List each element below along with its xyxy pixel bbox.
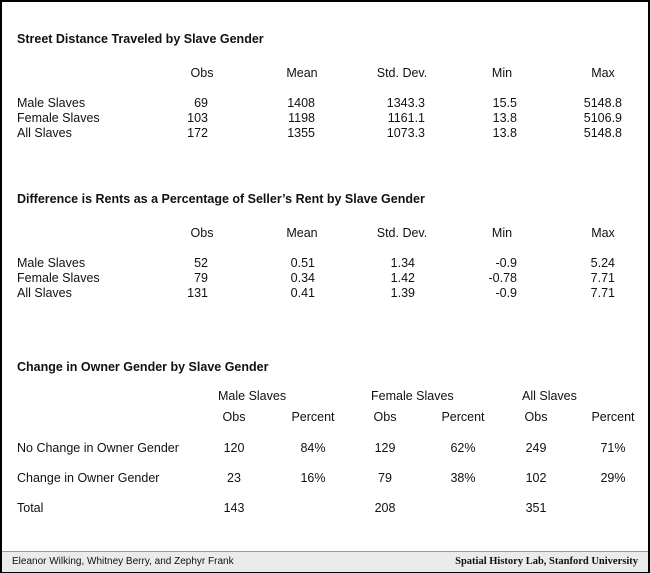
s1-header-max: Max xyxy=(591,66,615,80)
s1-row-label: Male Slaves xyxy=(17,96,86,110)
s1-cell: 13.8 xyxy=(492,126,517,140)
s3-cell: 38% xyxy=(450,471,476,485)
s3-row-label: Change in Owner Gender xyxy=(17,471,160,485)
section3-title: Change in Owner Gender by Slave Gender xyxy=(17,360,269,374)
s1-cell: 15.5 xyxy=(492,96,517,110)
s2-row-label: All Slaves xyxy=(17,286,72,300)
s2-row-label: Female Slaves xyxy=(17,271,100,285)
s2-cell: 7.71 xyxy=(590,271,615,285)
s1-row-label: All Slaves xyxy=(17,126,72,140)
s2-header-max: Max xyxy=(591,226,615,240)
s1-cell: 5106.9 xyxy=(583,111,622,125)
s1-row-label: Female Slaves xyxy=(17,111,100,125)
section1-title: Street Distance Traveled by Slave Gender xyxy=(17,32,264,46)
s3-cell: 102 xyxy=(525,471,547,485)
s2-cell: 1.34 xyxy=(390,256,415,270)
s3-subheader: Percent xyxy=(591,410,635,424)
s3-cell: 84% xyxy=(300,441,326,455)
s2-header-mean: Mean xyxy=(286,226,318,240)
s1-header-mean: Mean xyxy=(286,66,318,80)
s3-cell: 129 xyxy=(374,441,396,455)
s1-cell: 5148.8 xyxy=(583,96,622,110)
s1-cell: 69 xyxy=(194,96,208,110)
s3-group-male: Male Slaves xyxy=(218,389,287,403)
s3-cell: 351 xyxy=(525,501,547,515)
s1-cell: 1355 xyxy=(287,126,315,140)
s3-group-all: All Slaves xyxy=(522,389,577,403)
s1-cell: 1073.3 xyxy=(386,126,425,140)
footer-bar: Eleanor Wilking, Whitney Berry, and Zeph… xyxy=(2,551,648,572)
s3-cell: 71% xyxy=(600,441,626,455)
section2-title: Difference is Rents as a Percentage of S… xyxy=(17,192,425,206)
s3-subheader: Percent xyxy=(291,410,335,424)
s1-cell: 103 xyxy=(187,111,208,125)
s2-header-min: Min xyxy=(491,226,513,240)
s2-cell: -0.9 xyxy=(495,286,517,300)
s3-cell: 62% xyxy=(450,441,476,455)
s1-cell: 5148.8 xyxy=(583,126,622,140)
s1-cell: 1161.1 xyxy=(387,111,425,125)
s1-header-obs: Obs xyxy=(190,66,214,80)
s1-header-min: Min xyxy=(491,66,513,80)
s3-subheader: Obs xyxy=(524,410,548,424)
s3-cell: 29% xyxy=(600,471,626,485)
s3-subheader: Percent xyxy=(441,410,485,424)
s3-cell: 16% xyxy=(300,471,326,485)
s2-cell: 7.71 xyxy=(590,286,615,300)
s2-cell: 0.34 xyxy=(290,271,315,285)
s1-cell: 1198 xyxy=(288,111,315,125)
s3-cell: 79 xyxy=(378,471,392,485)
s2-cell: -0.9 xyxy=(495,256,517,270)
s2-header-obs: Obs xyxy=(190,226,214,240)
s2-cell: 131 xyxy=(187,286,208,300)
s3-cell: 143 xyxy=(223,501,245,515)
s3-row-label: Total xyxy=(17,501,44,515)
s3-cell: 249 xyxy=(525,441,547,455)
s1-cell: 1408 xyxy=(287,96,315,110)
s2-cell: -0.78 xyxy=(488,271,518,285)
s2-header-std: Std. Dev. xyxy=(376,226,428,240)
s2-cell: 0.51 xyxy=(290,256,315,270)
s3-subheader: Obs xyxy=(222,410,246,424)
s2-cell: 1.39 xyxy=(390,286,415,300)
s1-header-std: Std. Dev. xyxy=(376,66,428,80)
s3-cell: 23 xyxy=(227,471,241,485)
s2-row-label: Male Slaves xyxy=(17,256,86,270)
s1-cell: 1343.3 xyxy=(386,96,425,110)
s1-cell: 13.8 xyxy=(492,111,517,125)
s3-row-label: No Change in Owner Gender xyxy=(17,441,179,455)
s2-cell: 5.24 xyxy=(590,256,615,270)
s2-cell: 79 xyxy=(194,271,208,285)
footer-lab: Spatial History Lab, Stanford University xyxy=(455,556,638,567)
footer-authors: Eleanor Wilking, Whitney Berry, and Zeph… xyxy=(12,556,234,567)
s3-cell: 208 xyxy=(374,501,396,515)
s1-cell: 172 xyxy=(187,126,208,140)
s3-cell: 120 xyxy=(223,441,245,455)
s3-subheader: Obs xyxy=(373,410,397,424)
s3-group-female: Female Slaves xyxy=(371,389,454,403)
s2-cell: 0.41 xyxy=(290,286,315,300)
s2-cell: 52 xyxy=(194,256,208,270)
s2-cell: 1.42 xyxy=(390,271,415,285)
